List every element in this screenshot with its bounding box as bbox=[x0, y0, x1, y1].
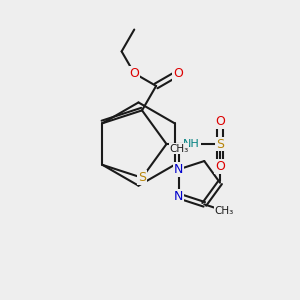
Text: CH₃: CH₃ bbox=[214, 206, 234, 216]
Text: S: S bbox=[216, 138, 224, 151]
Text: N: N bbox=[174, 190, 184, 202]
Text: O: O bbox=[215, 115, 225, 128]
Text: S: S bbox=[138, 171, 146, 184]
Text: CH₃: CH₃ bbox=[169, 143, 188, 154]
Text: NH: NH bbox=[183, 139, 200, 149]
Text: N: N bbox=[174, 163, 184, 176]
Text: O: O bbox=[215, 160, 225, 173]
Text: O: O bbox=[129, 67, 139, 80]
Text: O: O bbox=[173, 67, 183, 80]
